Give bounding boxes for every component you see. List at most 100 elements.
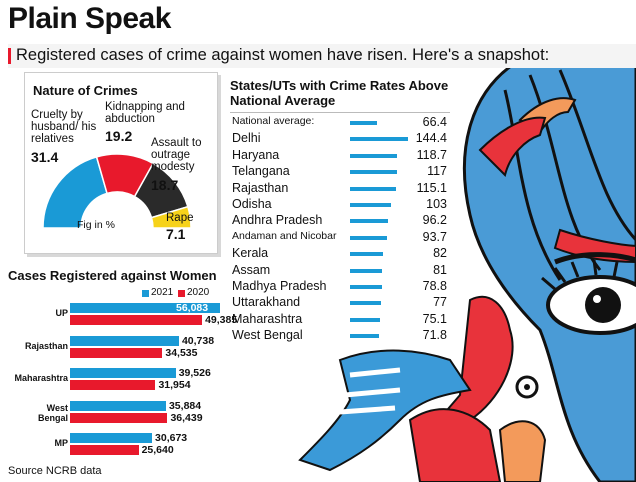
eyelashes: [541, 259, 619, 292]
cases-value-2021: 30,673: [155, 432, 188, 444]
state-rate-bar: [350, 301, 381, 306]
state-row: Assam 81: [232, 263, 447, 279]
state-rate-bar: [350, 186, 397, 191]
slice-label-cruelty: Cruelty by husband/ his relatives: [31, 109, 97, 145]
state-name: Madhya Pradesh: [232, 279, 327, 293]
state-rate: 103: [426, 197, 447, 211]
state-rate: 77: [433, 295, 447, 310]
state-row: Maharashtra 75.1: [232, 312, 447, 328]
state-name: Rajasthan: [232, 180, 289, 195]
state-rate: 118.7: [416, 147, 447, 162]
legend-label-2021: 2021: [151, 287, 174, 298]
state-rate-bar: [350, 219, 389, 224]
eye-highlight: [593, 295, 601, 303]
cases-value-2021: 56,083: [176, 302, 209, 314]
state-rate-bar: [350, 170, 397, 175]
state-rate-bar: [350, 334, 379, 339]
cases-value-2020: 49,385: [205, 314, 238, 326]
slice-label-assault: Assault to outrage modesty: [151, 137, 202, 173]
state-name: Kerala: [232, 246, 269, 261]
legend-swatch-2021: [142, 290, 149, 297]
cases-bar-2020: [70, 380, 156, 390]
donut-slice-cruelty: [42, 155, 108, 229]
state-name: Telangana: [232, 164, 290, 179]
state-rate-bar: [350, 235, 388, 240]
cases-value-2020: 34,535: [165, 346, 198, 359]
cases-value-2021: 40,738: [181, 334, 215, 347]
state-name: Andaman and Nicobar: [232, 229, 337, 242]
eyebrow: [554, 252, 636, 265]
slice-value-rape: 7.1: [166, 226, 186, 242]
subtitle-bullet: [8, 48, 11, 64]
cases-bar-2020: [70, 315, 203, 325]
face-shape: [463, 60, 636, 482]
cases-category-label: MP: [54, 438, 69, 448]
cases-bar-2020: [70, 347, 163, 358]
cases-chart-title: Cases Registered against Women: [8, 268, 217, 283]
state-name: Haryana: [232, 147, 280, 162]
cases-category-label: UP: [55, 308, 68, 318]
state-row: Madhya Pradesh 78.8: [232, 279, 447, 295]
illustration: BOSE: [298, 60, 636, 482]
cases-bar-2021: [70, 433, 153, 443]
cases-bar-2020: [70, 445, 139, 455]
state-name: West Bengal: [232, 328, 303, 343]
slice-value-cruelty: 31.4: [31, 149, 59, 165]
donut-chart: [42, 153, 192, 229]
cases-value-2021: 35,884: [168, 399, 202, 412]
state-rate: 117: [427, 164, 447, 179]
state-row: Andhra Pradesh 96.2: [232, 213, 447, 229]
state-rate: 75.1: [422, 311, 447, 326]
cases-bar-2021: [70, 400, 166, 411]
state-row: Uttarakhand 77: [232, 295, 447, 311]
state-row: Rajasthan 115.1: [232, 181, 447, 197]
state-name: Maharashtra: [232, 311, 303, 326]
subtitle-text: Registered cases of crime against women …: [16, 46, 550, 64]
state-row: Delhi 144.4: [232, 131, 447, 147]
eye-iris: [585, 287, 621, 323]
fig-note: Fig in %: [77, 219, 115, 231]
state-rate-bar: [350, 203, 392, 207]
cases-value-2020: 25,640: [141, 444, 174, 456]
state-row: Kerala 82: [232, 246, 447, 262]
source-note: Source NCRB data: [8, 465, 102, 477]
cases-bar-2020: [70, 412, 168, 423]
state-name: Uttarakhand: [232, 295, 301, 310]
state-rate: 115.1: [416, 180, 447, 195]
cases-value-2020: 36,439: [170, 411, 203, 424]
nature-of-crimes-panel: Nature of Crimes Cruelty by husband/ his…: [24, 72, 218, 254]
states-title-text: States/UTs with Crime Rates Above Nation…: [230, 78, 449, 108]
watermark: BOSE: [548, 424, 563, 430]
state-rate: 71.8: [422, 328, 447, 343]
state-rate-bar: [350, 317, 381, 322]
state-rate: 82: [433, 246, 447, 261]
state-name: Delhi: [232, 131, 261, 146]
state-rate: 93.7: [422, 229, 447, 244]
legend-swatch-2020: [178, 290, 185, 297]
state-rate: 96.2: [422, 213, 447, 228]
state-row: Telangana 117: [232, 164, 447, 180]
cases-bar-2021: [70, 335, 179, 346]
slice-value-kidnapping: 19.2: [105, 128, 133, 144]
state-rate-bar: [350, 121, 377, 125]
hand-top-red: [478, 116, 547, 177]
cases-value-2021: 39,526: [178, 367, 211, 379]
page-title: Plain Speak: [8, 2, 171, 35]
state-rate: 78.8: [422, 279, 447, 293]
donut-slice-rape: [150, 205, 192, 229]
cases-value-2020: 31,954: [158, 379, 191, 391]
slice-label-kidnapping: Kidnapping and abduction: [105, 101, 185, 125]
cases-category-label: Rajasthan: [24, 340, 68, 351]
state-name: Andhra Pradesh: [232, 213, 323, 228]
state-rate-bar: [350, 137, 408, 142]
state-row: Andaman and Nicobar 93.7: [232, 230, 447, 246]
cases-bar-2021: [70, 303, 220, 313]
state-rate: 81: [433, 262, 447, 277]
earring-center: [524, 384, 530, 390]
hand-blue-fingers: [339, 367, 401, 415]
state-rate-bar: [350, 153, 398, 158]
state-row: Haryana 118.7: [232, 148, 447, 164]
state-row: West Bengal 71.8: [232, 328, 447, 344]
slice-value-assault: 18.7: [151, 177, 179, 193]
state-rate-bar: [350, 252, 383, 257]
